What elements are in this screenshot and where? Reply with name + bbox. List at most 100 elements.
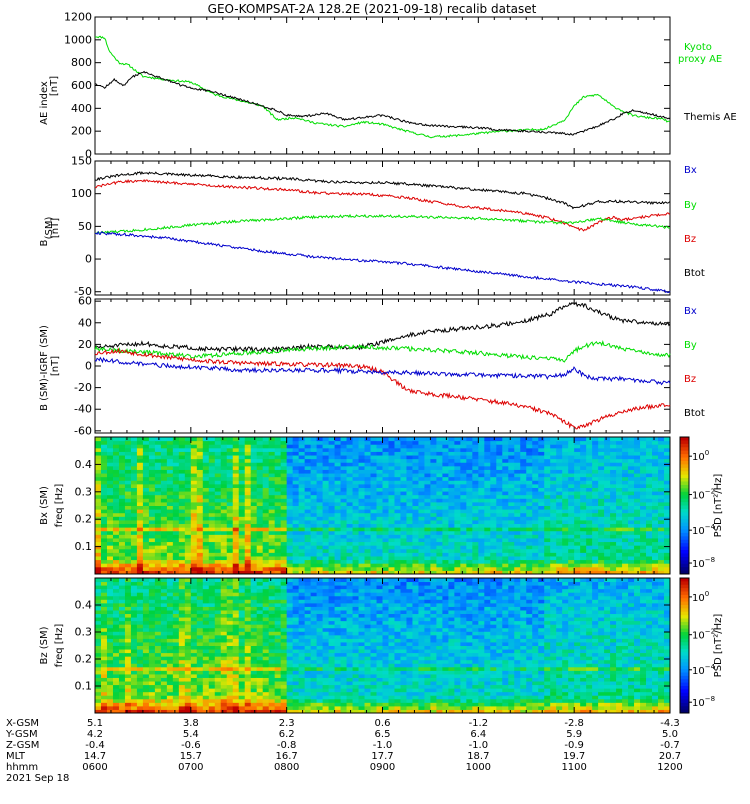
spec-cell <box>263 459 269 463</box>
spec-cell <box>173 444 179 448</box>
spec-cell <box>353 542 359 546</box>
spec-cell <box>107 502 113 506</box>
spec-cell <box>329 444 335 448</box>
spec-cell <box>227 509 233 513</box>
spec-cell <box>574 534 580 538</box>
spec-cell <box>406 538 412 542</box>
spec-cell <box>311 516 317 520</box>
spec-cell <box>610 473 616 477</box>
spec-cell <box>341 524 347 528</box>
spec-cell <box>209 582 215 586</box>
spec-cell <box>209 695 215 699</box>
spec-cell <box>544 444 550 448</box>
spec-cell <box>478 451 484 455</box>
spec-cell <box>353 531 359 535</box>
spec-cell <box>101 660 107 664</box>
spec-cell <box>478 560 484 564</box>
spec-cell <box>371 509 377 513</box>
spec-cell <box>514 502 520 506</box>
spec-cell <box>347 549 353 553</box>
spec-cell <box>203 706 209 710</box>
spec-cell <box>502 473 508 477</box>
spec-cell <box>580 477 586 481</box>
spec-cell <box>155 502 161 506</box>
spec-cell <box>227 549 233 553</box>
spec-cell <box>526 527 532 531</box>
spec-cell <box>424 560 430 564</box>
spec-cell <box>436 448 442 452</box>
spec-cell <box>293 538 299 542</box>
spec-cell <box>113 480 119 484</box>
spec-cell <box>466 520 472 524</box>
spec-cell <box>215 506 221 510</box>
spec-cell <box>502 502 508 506</box>
spec-cell <box>191 667 197 671</box>
spec-cell <box>556 469 562 473</box>
spec-cell <box>496 462 502 466</box>
spec-cell <box>508 552 514 556</box>
spec-cell <box>634 480 640 484</box>
spec-cell <box>125 531 131 535</box>
spec-cell <box>436 477 442 481</box>
spec-cell <box>347 567 353 571</box>
spec-cell <box>556 567 562 571</box>
spec-cell <box>191 695 197 699</box>
spec-cell <box>113 688 119 692</box>
spec-cell <box>281 563 287 567</box>
spec-cell <box>484 563 490 567</box>
colorbar-cell <box>680 492 689 496</box>
spec-cell <box>95 649 101 653</box>
spec-cell <box>203 495 209 499</box>
spec-cell <box>269 462 275 466</box>
spec-cell <box>191 635 197 639</box>
spec-cell <box>442 506 448 510</box>
spec-cell <box>454 495 460 499</box>
spec-cell <box>299 437 305 441</box>
spec-cell <box>508 444 514 448</box>
spec-cell <box>406 542 412 546</box>
spec-cell <box>646 513 652 517</box>
spec-cell <box>203 524 209 528</box>
spec-cell <box>185 621 191 625</box>
spec-cell <box>227 560 233 564</box>
spec-cell <box>215 631 221 635</box>
spec-cell <box>191 477 197 481</box>
spec-cell <box>532 495 538 499</box>
spec-cell <box>484 498 490 502</box>
spec-cell <box>209 681 215 685</box>
spec-cell <box>269 531 275 535</box>
spec-cell <box>424 487 430 491</box>
spec-cell <box>119 585 125 589</box>
spec-cell <box>161 441 167 445</box>
spec-cell <box>406 563 412 567</box>
spec-cell <box>107 437 113 441</box>
spec-cell <box>101 617 107 621</box>
spec-cell <box>377 455 383 459</box>
legend-bigrf-bz: Bz <box>684 374 696 385</box>
spec-cell <box>155 603 161 607</box>
spec-cell <box>131 670 137 674</box>
spec-cell <box>185 596 191 600</box>
spec-cell <box>173 441 179 445</box>
spec-cell <box>155 596 161 600</box>
spec-cell <box>143 498 149 502</box>
spec-cell <box>484 444 490 448</box>
spec-cell <box>191 638 197 642</box>
spec-cell <box>233 531 239 535</box>
spec-cell <box>532 509 538 513</box>
spec-cell <box>658 441 664 445</box>
spec-cell <box>125 692 131 696</box>
spec-cell <box>155 509 161 513</box>
spec-cell <box>251 487 257 491</box>
spec-cell <box>508 455 514 459</box>
spec-cell <box>418 502 424 506</box>
spec-cell <box>167 599 173 603</box>
spec-cell <box>299 480 305 484</box>
spec-cell <box>526 469 532 473</box>
spec-cell <box>167 614 173 618</box>
spec-cell <box>167 538 173 542</box>
spec-cell <box>161 437 167 441</box>
spec-cell <box>532 459 538 463</box>
spec-cell <box>377 480 383 484</box>
spec-cell <box>448 466 454 470</box>
